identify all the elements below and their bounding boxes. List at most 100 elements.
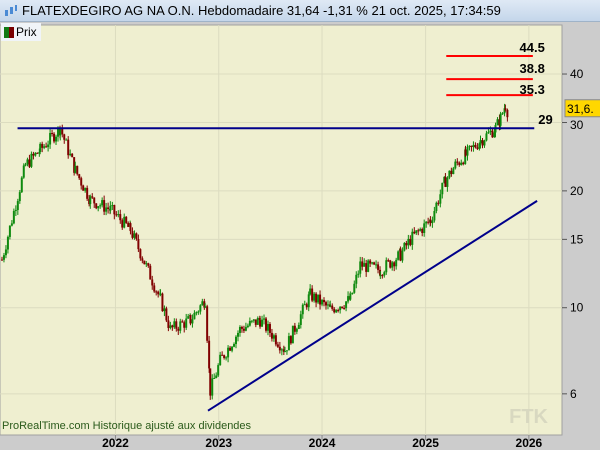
candle [61, 129, 64, 135]
candle [323, 299, 326, 303]
candle [147, 263, 150, 266]
candle [73, 157, 76, 173]
candle [145, 263, 148, 265]
candle [155, 291, 158, 293]
candle [12, 211, 15, 224]
candle [183, 322, 186, 328]
candle [163, 308, 166, 312]
candle [125, 216, 128, 223]
candle [179, 321, 182, 331]
candle [139, 249, 142, 259]
candle [315, 293, 318, 303]
y-tick-label: 10 [570, 301, 584, 315]
candle [268, 324, 271, 333]
candle [274, 335, 277, 345]
candle [187, 316, 190, 319]
candle [423, 223, 426, 233]
candle [84, 187, 87, 191]
candle [18, 192, 21, 202]
candle [411, 231, 414, 245]
candle [8, 225, 11, 237]
candle [0, 259, 3, 261]
candle [299, 314, 302, 325]
candle [287, 336, 290, 351]
candle [303, 304, 306, 306]
candle [371, 262, 374, 264]
candle [429, 219, 432, 224]
candle [343, 307, 346, 309]
watermark: FTK [509, 406, 548, 428]
candle [433, 211, 436, 221]
trendline[interactable] [207, 200, 538, 412]
candle [256, 317, 259, 325]
candle [131, 231, 134, 238]
candle [167, 320, 170, 328]
candle [261, 319, 264, 327]
candle [115, 214, 118, 216]
candle [415, 230, 418, 234]
candle [389, 260, 392, 268]
candle [283, 351, 286, 353]
candle [203, 301, 206, 308]
candle [111, 205, 114, 207]
candle [456, 161, 459, 163]
candle [347, 296, 350, 302]
candle [121, 220, 124, 228]
candle [219, 354, 222, 366]
candle [263, 318, 266, 320]
candle [483, 140, 486, 146]
candle [427, 221, 430, 223]
horizontal-line-label: 29 [538, 112, 552, 127]
candle [24, 164, 27, 166]
candle [437, 202, 440, 204]
candle [265, 318, 268, 331]
candle [496, 119, 499, 126]
candle [254, 319, 257, 325]
price-chart[interactable]: 2022 2023 2024 2025 2026 6 10 15 20 30 40 FTK ProRea… [0, 22, 600, 450]
candle [69, 153, 72, 156]
candle [97, 206, 100, 209]
candle [235, 336, 238, 345]
candle [470, 145, 473, 148]
candle [391, 262, 394, 268]
candle [468, 145, 471, 147]
title-bar: FLATEXDEGIRO AG NA O.N. Hebdomadaire 31,… [0, 0, 600, 22]
candle [4, 249, 7, 256]
candle [317, 294, 320, 303]
candle [105, 207, 108, 212]
candle [321, 299, 324, 305]
candle [88, 198, 91, 205]
candle [454, 161, 457, 169]
candle [199, 305, 202, 312]
candle [293, 325, 296, 332]
candle [240, 326, 243, 329]
y-tick-label: 40 [570, 67, 584, 81]
candle [383, 272, 386, 276]
candle [221, 354, 224, 356]
candle [259, 320, 262, 327]
candle [123, 216, 126, 228]
candle [171, 325, 174, 328]
candle [285, 350, 288, 352]
candle [53, 133, 56, 142]
candle [506, 109, 509, 118]
candle [460, 162, 463, 165]
candle [485, 133, 488, 141]
candle [101, 200, 104, 206]
candle [99, 205, 102, 207]
candle [419, 229, 422, 231]
candle [78, 174, 81, 179]
candle [14, 210, 17, 212]
candle [349, 294, 352, 300]
legend-swatch [4, 26, 14, 38]
candle [34, 152, 37, 156]
candle [76, 165, 79, 175]
candle [93, 197, 96, 204]
candle [141, 258, 144, 261]
candle [86, 187, 89, 199]
candle [331, 305, 334, 309]
candle [26, 159, 29, 165]
candle [71, 153, 74, 158]
plot-area[interactable] [0, 24, 563, 436]
legend[interactable]: Prix [1, 23, 41, 41]
